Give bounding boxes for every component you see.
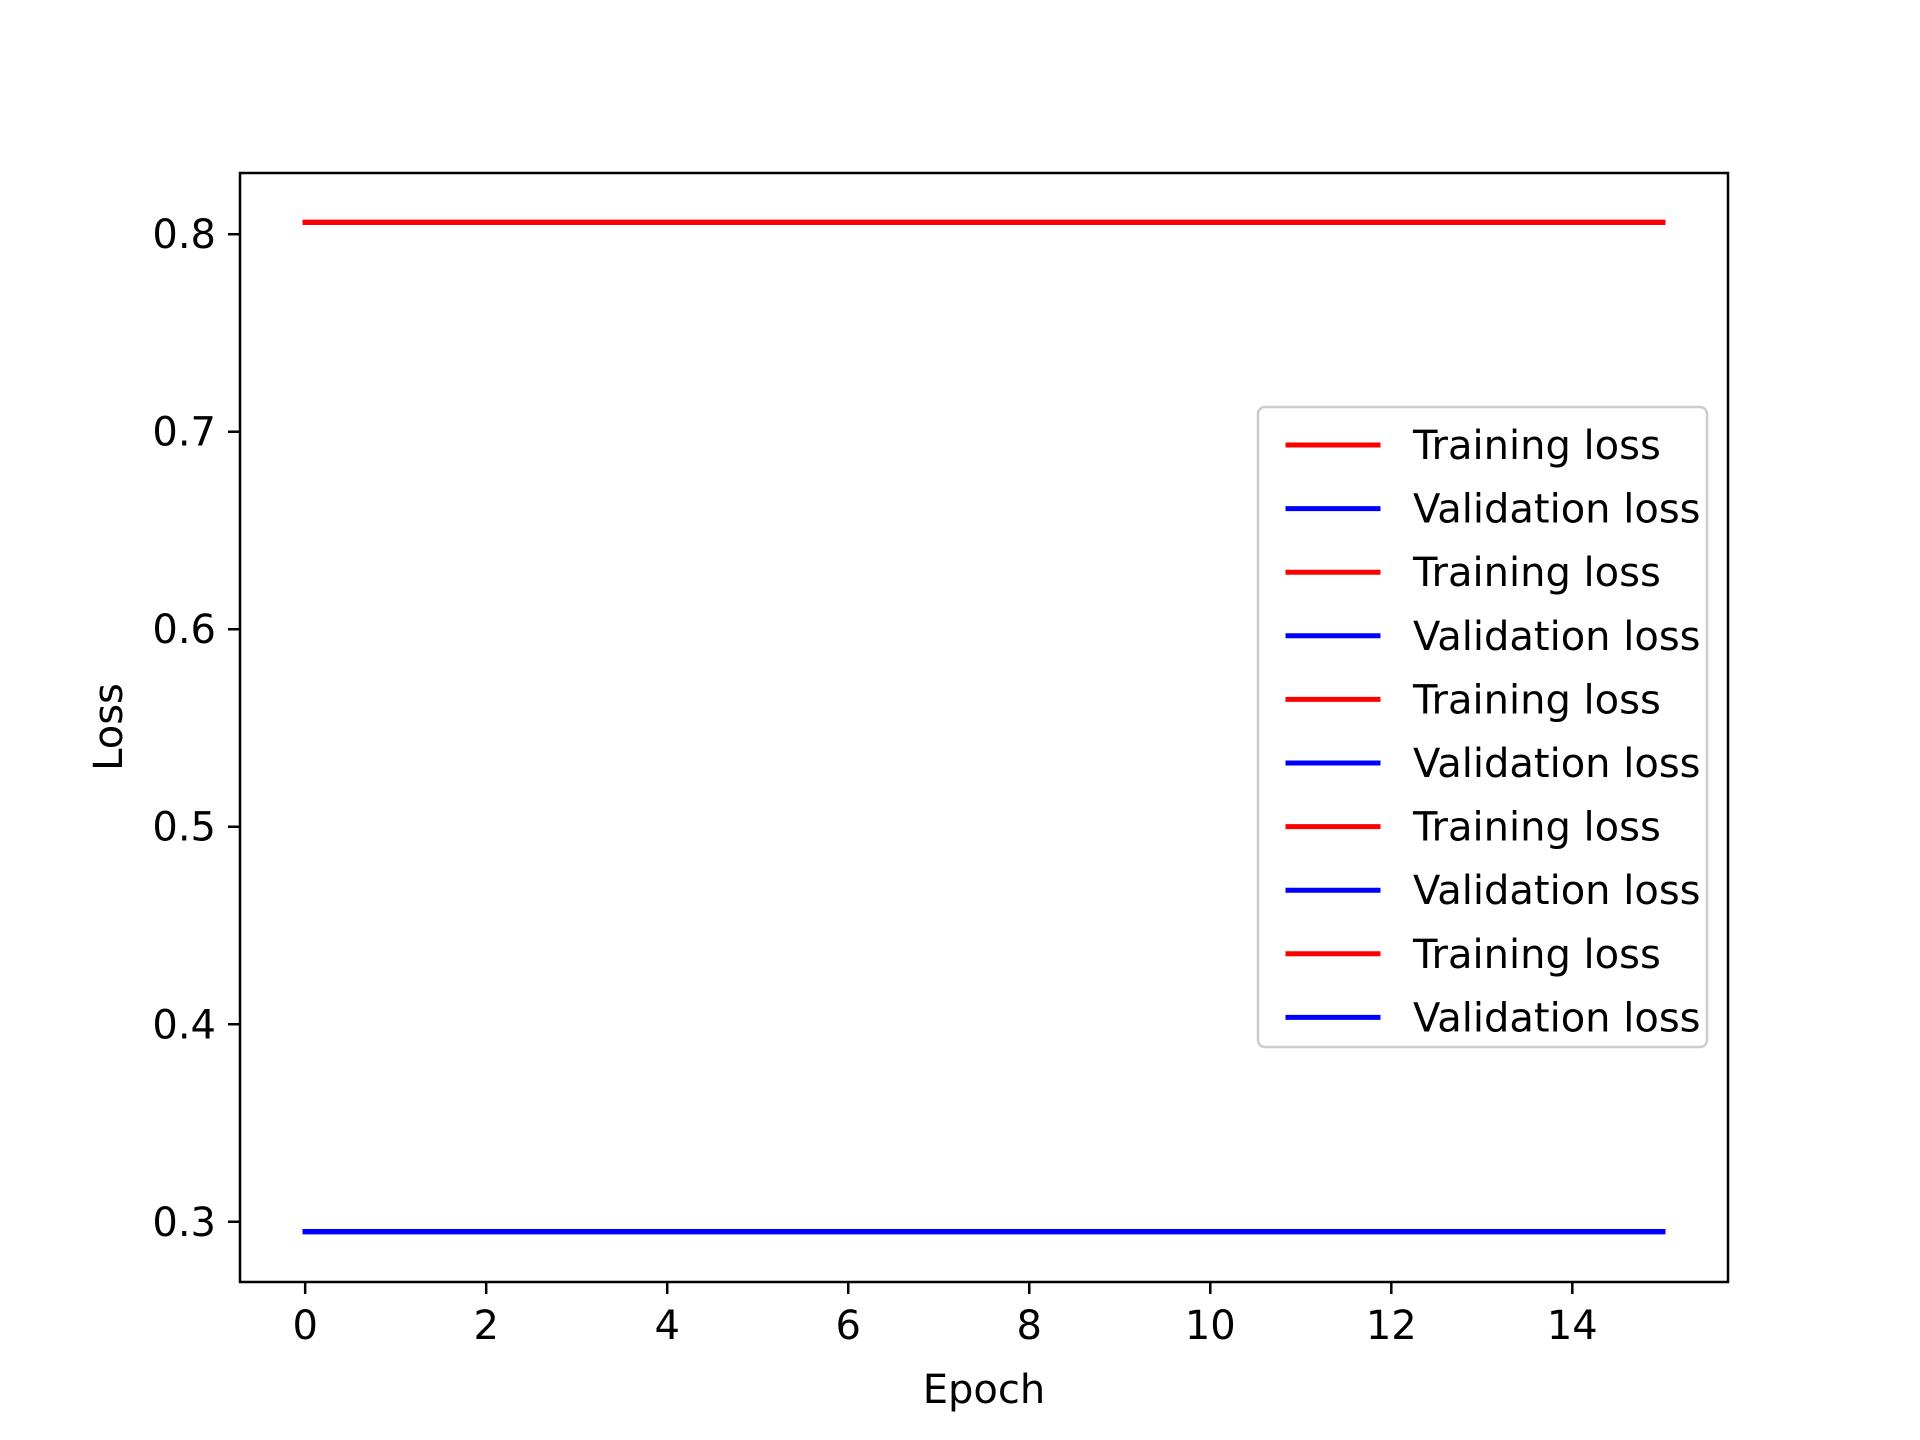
- legend-label-2: Validation loss: [1413, 487, 1701, 533]
- x-tick-label: 0: [292, 1303, 317, 1349]
- x-tick-label: 12: [1366, 1303, 1417, 1349]
- x-tick-label: 4: [654, 1303, 679, 1349]
- y-tick-label: 0.4: [152, 1002, 216, 1048]
- x-tick-label: 14: [1547, 1303, 1598, 1349]
- y-tick-label: 0.8: [152, 212, 216, 258]
- y-tick-label: 0.6: [152, 607, 216, 653]
- y-axis-label: Loss: [86, 683, 132, 771]
- x-axis-label: Epoch: [923, 1367, 1045, 1413]
- x-axis-ticks: 0 2 4 6 8 10 12 14: [292, 1282, 1598, 1349]
- x-tick-label: 6: [836, 1303, 861, 1349]
- legend-label-3: Training loss: [1412, 550, 1661, 596]
- y-tick-label: 0.5: [152, 805, 216, 851]
- legend-label-1: Training loss: [1412, 423, 1661, 469]
- legend-label-7: Training loss: [1412, 805, 1661, 851]
- series-layer: [302, 219, 1666, 1235]
- legend-label-4: Validation loss: [1413, 614, 1701, 660]
- legend-label-5: Training loss: [1412, 677, 1661, 723]
- legend-label-10: Validation loss: [1413, 995, 1701, 1041]
- legend-box: [1256, 405, 1709, 1049]
- x-tick-label: 10: [1185, 1303, 1236, 1349]
- y-tick-label: 0.3: [152, 1200, 216, 1246]
- legend: Training loss Validation loss Training los…: [1256, 405, 1709, 1049]
- plot-frame: [238, 171, 1730, 1284]
- x-tick-label: 2: [473, 1303, 498, 1349]
- legend-label-8: Validation loss: [1413, 868, 1701, 914]
- legend-label-9: Training loss: [1412, 932, 1661, 978]
- legend-label-6: Validation loss: [1413, 741, 1701, 787]
- y-axis-ticks: 0.3 0.4 0.5 0.6 0.7 0.8: [152, 212, 240, 1246]
- x-tick-label: 8: [1017, 1303, 1042, 1349]
- y-tick-label: 0.7: [152, 410, 216, 456]
